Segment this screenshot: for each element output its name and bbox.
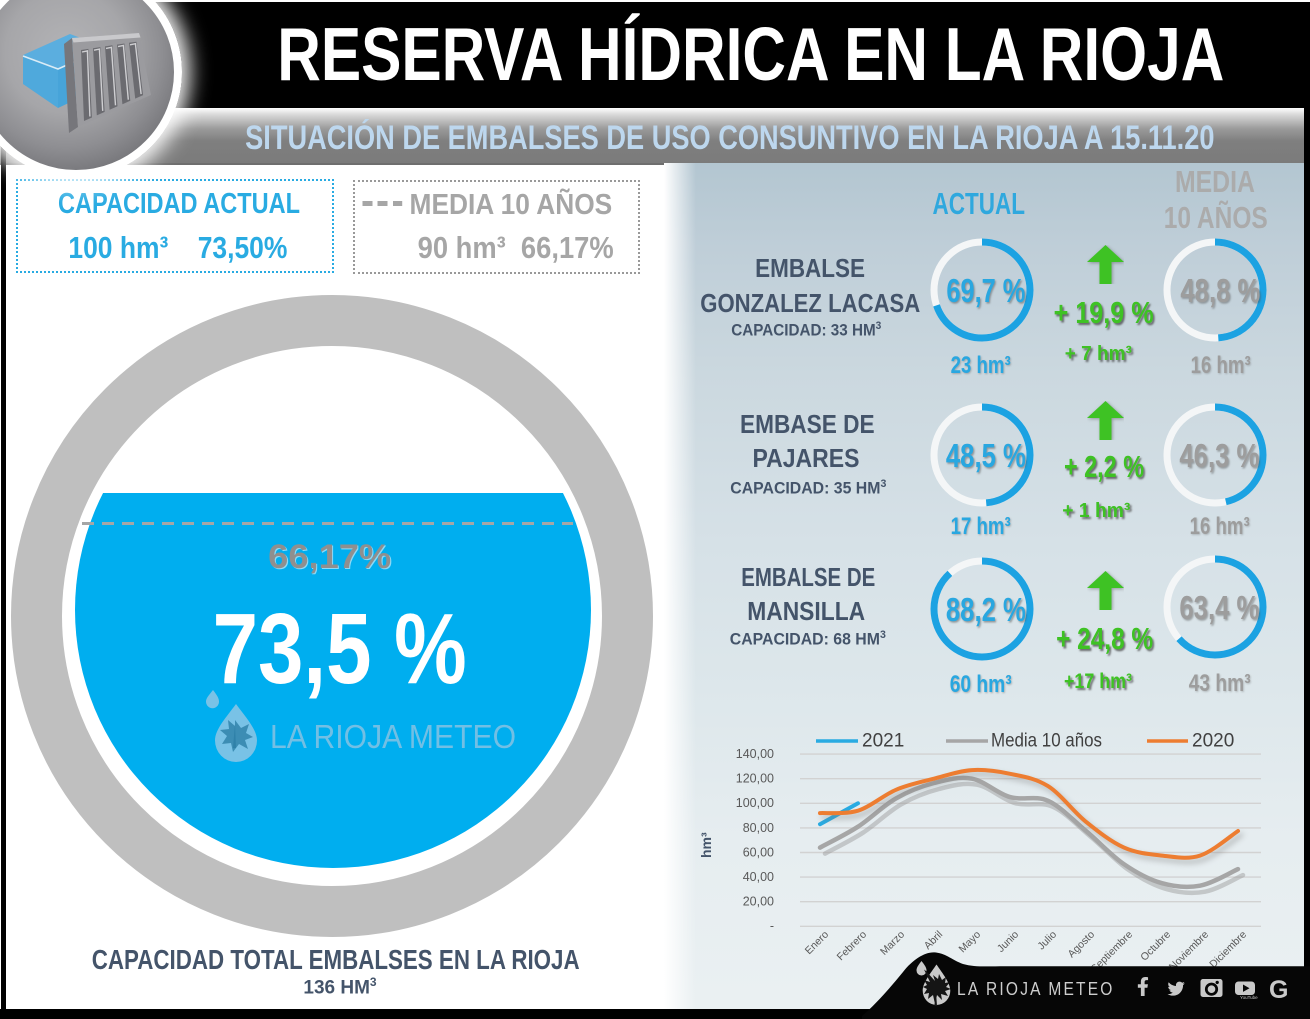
svg-text:2021: 2021 xyxy=(862,731,904,752)
svg-text:60,00: 60,00 xyxy=(743,845,774,859)
svg-text:LA RIOJA METEO: LA RIOJA METEO xyxy=(270,718,516,755)
svg-text:40,00: 40,00 xyxy=(743,870,774,884)
svg-text:hm³: hm³ xyxy=(698,832,714,858)
svg-text:2020: 2020 xyxy=(1192,731,1234,752)
svg-text:-: - xyxy=(770,919,774,933)
svg-text:Media 10 años: Media 10 años xyxy=(991,731,1102,752)
svg-text:80,00: 80,00 xyxy=(743,821,774,835)
svg-text:100,00: 100,00 xyxy=(736,796,774,810)
svg-text:120,00: 120,00 xyxy=(736,772,774,786)
svg-text:140,00: 140,00 xyxy=(736,747,774,761)
svg-text:20,00: 20,00 xyxy=(743,895,774,909)
